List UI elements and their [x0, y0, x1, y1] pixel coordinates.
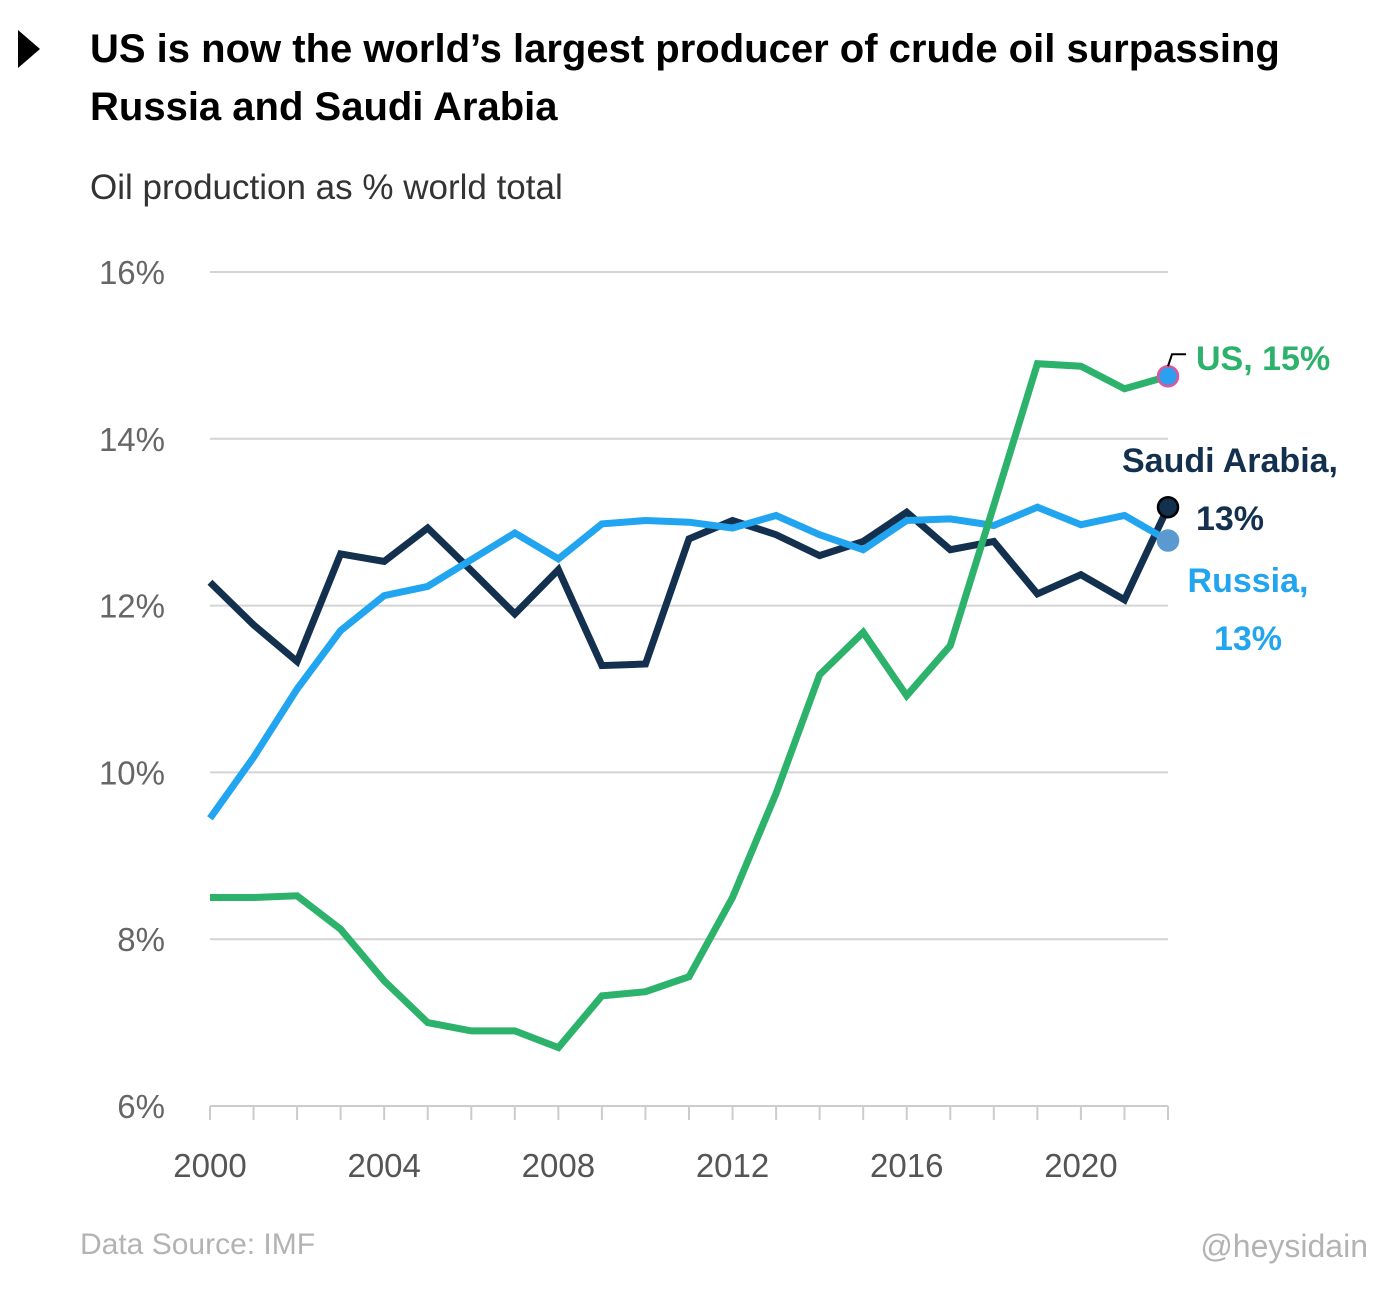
- y-tick-label: 14%: [99, 421, 165, 458]
- chart-subtitle: Oil production as % world total: [90, 168, 563, 207]
- series-label-saudi-arabia: Saudi Arabia,: [1122, 442, 1338, 480]
- series-line-saudi-arabia: [207, 505, 1172, 670]
- end-point-us: [1156, 365, 1180, 388]
- title-marker-icon: [18, 30, 40, 68]
- series-label-us: US, 15%: [1196, 340, 1330, 378]
- series-label-russia: Russia,: [1188, 562, 1309, 600]
- y-tick-label: 12%: [99, 588, 165, 625]
- x-tick-label: 2012: [696, 1147, 769, 1184]
- y-tick-label: 10%: [99, 754, 165, 791]
- x-tick-label: 2000: [173, 1147, 246, 1184]
- y-tick-label: 6%: [117, 1088, 165, 1125]
- series-line-us: [210, 360, 1169, 1052]
- series-line-russia: [207, 503, 1170, 821]
- x-tick-label: 2004: [347, 1147, 420, 1184]
- end-point-russia: [1156, 529, 1180, 552]
- end-point-saudi-arabia: [1156, 495, 1180, 519]
- series-label-saudi-arabia: 13%: [1196, 500, 1264, 538]
- series-label-russia: 13%: [1214, 620, 1282, 658]
- y-tick-label: 8%: [117, 921, 165, 958]
- chart-title: US is now the world’s largest producer o…: [90, 27, 1280, 129]
- author-credit: @heysidain: [1200, 1228, 1368, 1264]
- us-label-leader: [1167, 353, 1186, 367]
- y-tick-label: 16%: [99, 254, 165, 291]
- x-tick-label: 2016: [870, 1147, 943, 1184]
- data-source: Data Source: IMF: [80, 1228, 316, 1261]
- x-tick-label: 2008: [522, 1147, 595, 1184]
- x-tick-label: 2020: [1044, 1147, 1117, 1184]
